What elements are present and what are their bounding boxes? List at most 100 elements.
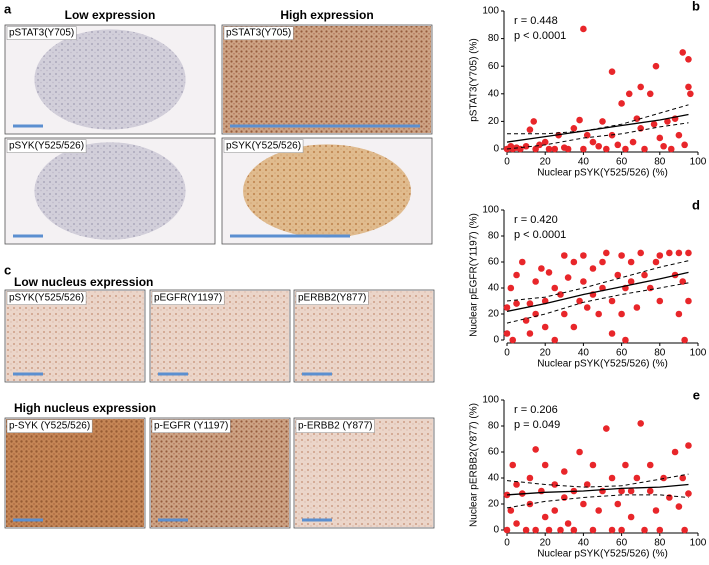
stat-text: p = 0.049 <box>514 419 560 431</box>
column-header: High expression <box>280 8 373 22</box>
stat-text: p < 0.0001 <box>514 30 566 42</box>
data-point <box>675 131 683 139</box>
data-point <box>660 474 667 482</box>
y-tick-label: 60 <box>488 61 500 72</box>
panel-label: c <box>4 262 11 277</box>
data-point <box>685 297 692 305</box>
data-point <box>599 487 606 495</box>
data-point <box>595 142 602 150</box>
x-tick-label: 40 <box>578 348 590 359</box>
data-point <box>576 297 583 305</box>
x-tick-label: 0 <box>504 538 510 549</box>
x-tick-label: 60 <box>616 348 628 359</box>
stat-text: r = 0.420 <box>514 214 558 226</box>
data-point <box>532 278 539 285</box>
data-point <box>629 138 637 146</box>
x-axis-label: Nuclear pSYK(Y525/526) (%) <box>537 549 668 560</box>
y-tick-label: 60 <box>488 257 500 268</box>
data-point <box>580 278 587 285</box>
data-point <box>541 138 549 146</box>
data-point <box>664 118 671 125</box>
label-box <box>6 291 87 305</box>
data-point <box>633 474 641 482</box>
label-box <box>295 419 375 433</box>
data-point <box>646 284 654 292</box>
data-point <box>551 481 559 488</box>
data-point <box>656 134 664 142</box>
y-tick-label: 100 <box>482 6 499 17</box>
confidence-band <box>506 473 689 488</box>
data-point <box>526 300 534 307</box>
confidence-band <box>506 282 689 324</box>
y-tick-label: 100 <box>482 205 499 216</box>
y-tick-label: 20 <box>488 116 500 127</box>
data-point <box>660 142 667 150</box>
data-point <box>666 249 673 257</box>
micrograph: p-EGFR (Y1197) <box>149 417 291 529</box>
data-point <box>675 503 683 510</box>
y-tick-label: 0 <box>493 525 499 536</box>
data-point <box>522 142 530 150</box>
data-point <box>650 120 658 128</box>
data-point <box>595 507 602 514</box>
data-point <box>545 526 553 534</box>
micrograph: pSYK(Y525/526) <box>4 137 216 245</box>
data-point <box>557 526 564 534</box>
scatter-chart: d 0 20 40 60 80 100 0 20 40 60 80 100 Nuclear pSYK(Y5… <box>469 197 707 369</box>
data-point <box>570 125 578 132</box>
label-box <box>6 139 87 153</box>
data-point <box>646 487 654 495</box>
data-point <box>589 265 597 272</box>
data-point <box>622 336 629 344</box>
data-point <box>564 145 572 153</box>
data-point <box>532 526 539 534</box>
fit-line <box>506 271 689 313</box>
data-point <box>526 474 534 482</box>
data-point <box>633 304 641 311</box>
y-tick-label: 80 <box>488 421 500 432</box>
x-tick-label: 20 <box>540 538 552 549</box>
label-box <box>223 26 294 40</box>
image-panels: a Low expression High expression pSTAT3(Y70… <box>4 1 435 529</box>
x-tick-label: 100 <box>690 538 707 549</box>
data-point <box>627 278 635 285</box>
data-point <box>666 494 673 501</box>
data-point <box>618 487 625 495</box>
tissue <box>223 26 431 133</box>
data-point <box>671 448 679 456</box>
data-point <box>526 330 534 337</box>
data-point <box>622 461 629 469</box>
x-tick-label: 20 <box>540 157 552 168</box>
data-point <box>595 310 602 318</box>
y-tick-label: 0 <box>493 144 499 155</box>
data-point <box>608 297 616 305</box>
x-tick-label: 60 <box>616 538 628 549</box>
y-tick-label: 100 <box>482 395 499 406</box>
y-tick-label: 60 <box>488 447 500 458</box>
micrograph: pSYK(Y525/526) <box>221 137 433 245</box>
y-axis-label: pSTAT3(Y705) (%) <box>469 38 480 122</box>
panel-label: a <box>4 1 12 16</box>
y-tick-label: 20 <box>488 499 500 510</box>
data-point <box>618 100 625 107</box>
y-axis-label: Nuclear pERBB2(Y877) (%) <box>469 403 480 527</box>
data-point <box>551 336 559 344</box>
data-point <box>589 138 597 146</box>
row-header: Low nucleus expression <box>14 275 153 289</box>
data-point <box>513 271 520 279</box>
x-tick-label: 20 <box>540 348 552 359</box>
x-tick-label: 100 <box>690 157 707 168</box>
image-label: pERBB2(Y877) <box>298 293 366 304</box>
tissue <box>34 29 186 130</box>
y-axis-label: Nuclear pEGFR(Y1197) (%) <box>469 213 480 337</box>
data-point <box>656 526 664 534</box>
data-point <box>685 442 692 449</box>
data-point <box>509 336 517 344</box>
micrograph: pERBB2(Y877) <box>293 289 435 383</box>
data-point <box>679 278 687 285</box>
data-point <box>627 487 635 495</box>
label-box <box>295 291 369 305</box>
data-point <box>675 310 683 318</box>
data-point <box>580 500 587 508</box>
panel-label: d <box>692 197 700 212</box>
